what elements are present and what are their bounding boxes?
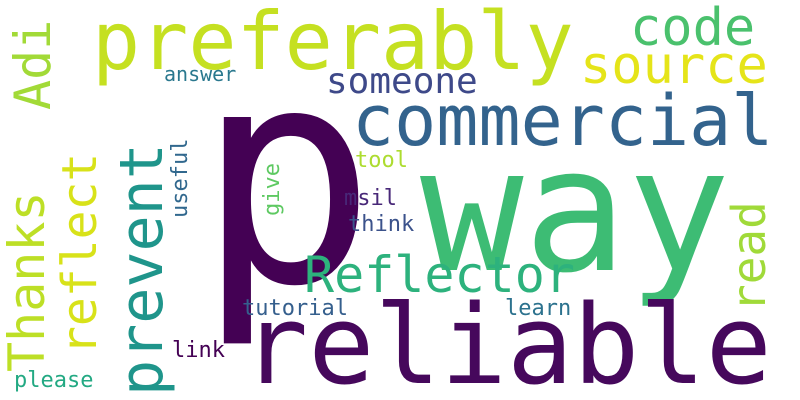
word-way: way: [420, 110, 731, 311]
word-prevent: prevent: [107, 143, 177, 396]
word-source: source: [580, 36, 768, 96]
word-learn: learn: [505, 296, 572, 321]
word-useful: useful: [168, 138, 193, 218]
word-reflector: Reflector: [304, 246, 575, 304]
word-please: please: [14, 368, 94, 393]
word-thanks: Thanks: [0, 191, 56, 372]
word-reliable: reliable: [242, 281, 772, 400]
word-preferably: preferably: [92, 0, 574, 88]
word-msil: msil: [344, 186, 397, 211]
word-code: code: [630, 0, 756, 58]
word-tutorial: tutorial: [242, 296, 348, 321]
word-someone: someone: [326, 61, 478, 102]
word-p: p: [196, 3, 377, 352]
word-link: link: [172, 338, 225, 363]
word-give: give: [260, 163, 285, 216]
word-reflect: reflect: [52, 152, 108, 355]
word-answer: answer: [164, 62, 237, 86]
word-commercial: commercial: [352, 80, 774, 162]
word-tool: tool: [355, 148, 408, 173]
word-think: think: [348, 212, 415, 237]
word-adi: Adi: [4, 19, 62, 110]
word-read: read: [722, 201, 776, 312]
